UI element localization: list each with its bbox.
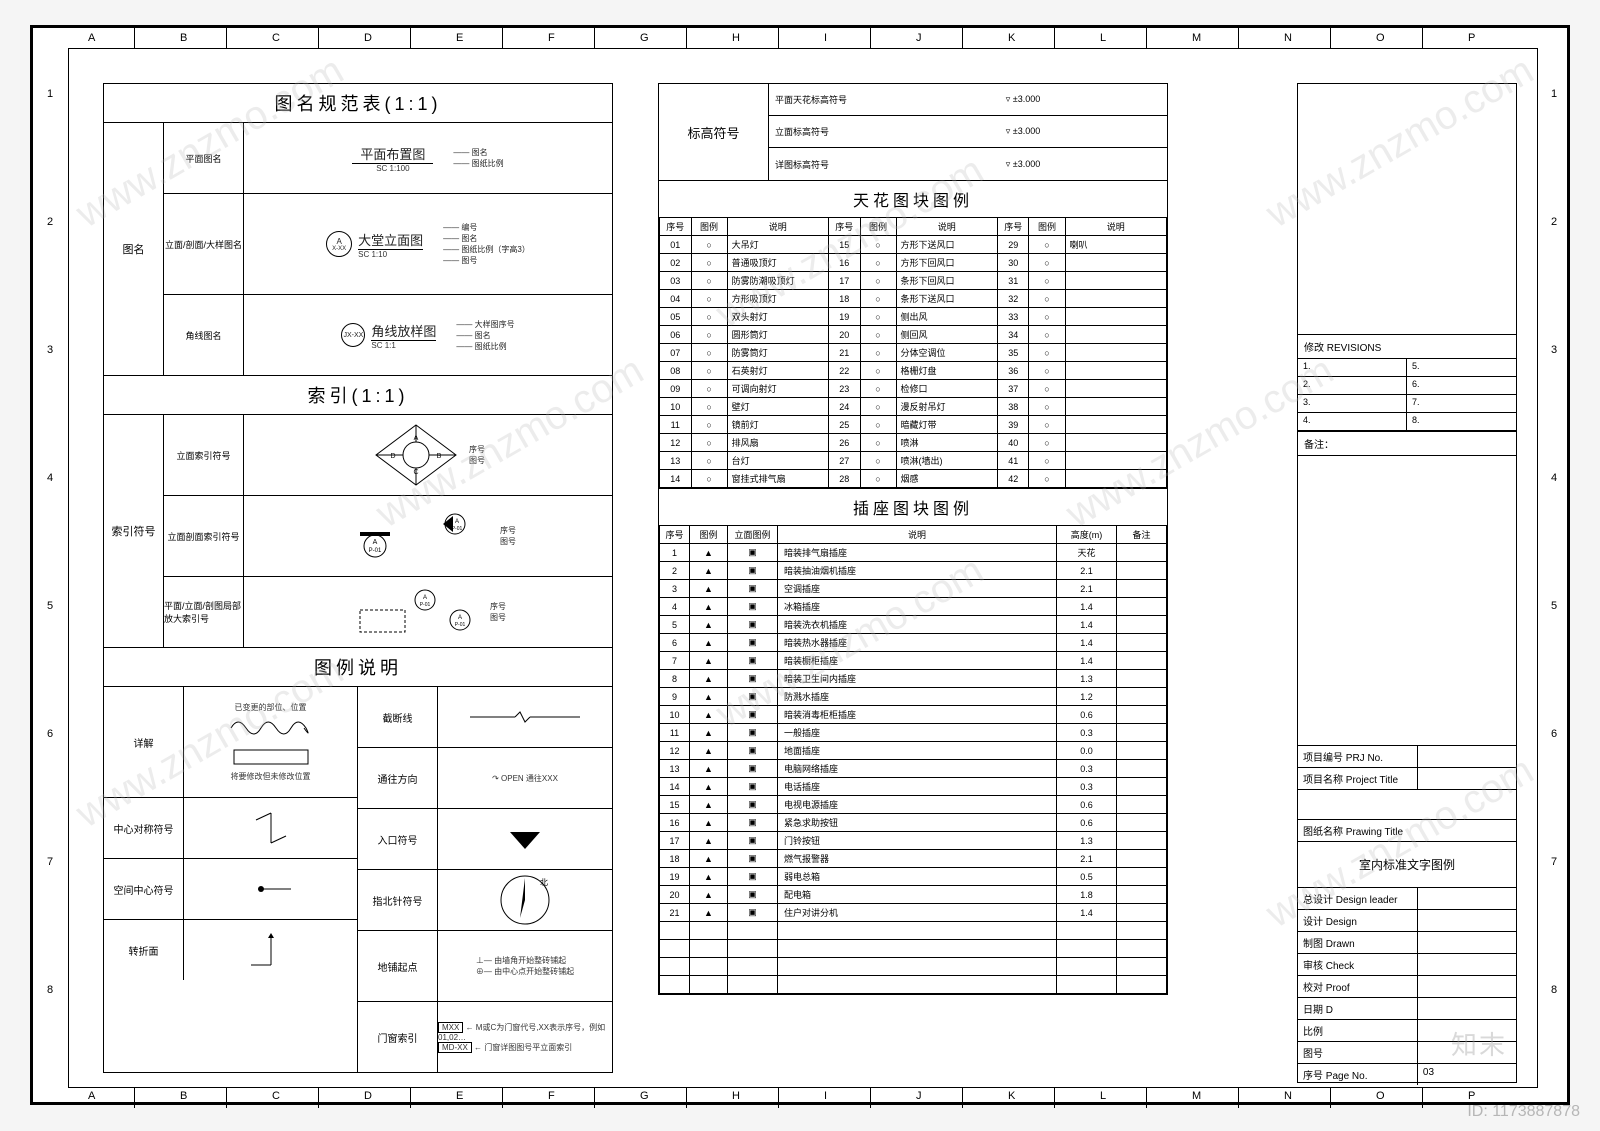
elev-name-diagram: A X-XX 大堂立面图 SC 1:10 —— 编号 —— 图名: [244, 194, 612, 294]
socket-legend-section: 插座图块图例 序号图例立面图例说明高度(m)备注1▲▣ 暗装排气扇插座天花2▲▣…: [658, 489, 1168, 995]
diamond-icon: A C D B: [371, 420, 461, 490]
svg-text:P-01: P-01: [420, 602, 431, 608]
tag: 序号: [490, 601, 506, 612]
tag: 图号: [469, 455, 485, 466]
svg-text:A: A: [458, 615, 462, 621]
section-title: 天花图块图例: [659, 181, 1167, 217]
sub-label: 立面/剖面/大样图名: [164, 194, 244, 294]
svg-text:A: A: [414, 435, 419, 442]
bubble-sub: X-XX: [332, 246, 346, 252]
sub-label: 平面图名: [164, 123, 244, 193]
annot: 图名: [475, 331, 491, 340]
annot: 图纸比例（字高3）: [461, 245, 529, 254]
section-title: 图名规范表(1:1): [104, 84, 612, 122]
title-spec-section: 图名规范表(1:1) 图名 平面图名 平面布置图 SC 1:100 —: [103, 83, 613, 376]
legend-right: 截断线 通往方向 ↷ OPEN 通往XXX 入口符号 指北针符号 北 地铺起点 …: [358, 687, 612, 1072]
tag: 图号: [490, 612, 506, 623]
sub-label: 立面剖面索引符号: [164, 496, 244, 576]
sub-label: 立面索引符号: [164, 415, 244, 495]
sub-label: 平面/立面/剖图局部放大索引号: [164, 577, 244, 647]
svg-text:A: A: [455, 519, 459, 525]
rev-left: 1.2.3.4.: [1298, 359, 1407, 431]
svg-text:P-01: P-01: [369, 548, 382, 554]
index-section: 索引(1:1) 索引符号 立面索引符号 A C: [103, 376, 613, 648]
detail-name-diagram: JX-XX 角线放样图 SC 1:1 —— 大样图序号 —— 图名: [244, 295, 612, 375]
row-label: 图名: [104, 123, 164, 375]
revisions-header: 修改 REVISIONS: [1298, 334, 1516, 358]
svg-text:A: A: [423, 595, 427, 601]
index-symbol-1: A C D B 序号 图号: [244, 415, 612, 495]
index-symbol-2: A P-01 A P-01 序号 图号: [244, 496, 612, 576]
annot: 图纸比例: [475, 342, 507, 351]
right-column: 标高符号 平面天花标高符号 ▿ ±3.000 立面标高符号 ▿ ±3.000 详…: [658, 83, 1168, 995]
section-title: 索引(1:1): [104, 376, 612, 414]
plan-name-diagram: 平面布置图 SC 1:100 —— 图名 —— 图纸比例: [244, 123, 612, 193]
sub-label: 角线图名: [164, 295, 244, 375]
socket-table: 序号图例立面图例说明高度(m)备注1▲▣ 暗装排气扇插座天花2▲▣ 暗装抽油烟机…: [659, 525, 1167, 994]
elev-scale: SC 1:10: [358, 250, 423, 259]
svg-text:B: B: [437, 453, 442, 460]
dwg-name-label: 图纸名称 Prawing Title: [1298, 820, 1516, 841]
svg-text:D: D: [390, 453, 395, 460]
tag: 序号: [500, 525, 516, 536]
row-label: 标高符号: [659, 84, 769, 180]
elevation-symbol-section: 标高符号 平面天花标高符号 ▿ ±3.000 立面标高符号 ▿ ±3.000 详…: [658, 83, 1168, 181]
detail-scale: SC 1:1: [371, 341, 436, 350]
drawing-sheet: ABCDEFGHIJKLMNOP ABCDEFGHIJKLMNOP 123456…: [30, 25, 1570, 1105]
bubble-num: JX-XX: [343, 332, 363, 339]
ceiling-table: 序号图例说明序号图例说明序号图例说明01○大吊灯15○方形下送风口29○喇叭02…: [659, 217, 1167, 488]
elev-rows: 平面天花标高符号 ▿ ±3.000 立面标高符号 ▿ ±3.000 详图标高符号…: [769, 84, 1167, 180]
svg-text:北: 北: [540, 878, 548, 887]
ceiling-legend-section: 天花图块图例 序号图例说明序号图例说明序号图例说明01○大吊灯15○方形下送风口…: [658, 181, 1168, 489]
logo-watermark: 知末: [1451, 1025, 1507, 1062]
row-label: 索引符号: [104, 415, 164, 647]
plan-name: 平面布置图: [352, 144, 433, 164]
svg-text:C: C: [413, 469, 418, 476]
rev-note: 备注：: [1298, 431, 1516, 455]
annot: 图名: [472, 148, 488, 157]
left-column: 图名规范表(1:1) 图名 平面图名 平面布置图 SC 1:100 —: [103, 83, 613, 1073]
bubble-num: A: [336, 237, 341, 246]
section-title: 插座图块图例: [659, 489, 1167, 525]
plan-scale: SC 1:100: [352, 164, 433, 173]
prj-no-label: 项目编号 PRJ No.: [1298, 746, 1418, 767]
annot: 图号: [461, 256, 477, 265]
enlarge-index-icon: A P-01 A P-01: [350, 585, 490, 640]
annot: 大样图序号: [475, 320, 515, 329]
section-index-icon: A P-01 A P-01: [340, 506, 500, 566]
detail-name: 角线放样图: [371, 321, 436, 341]
tag: 图号: [500, 536, 516, 547]
svg-text:P-01: P-01: [452, 526, 463, 532]
rev-right: 5.6.7.8.: [1407, 359, 1516, 431]
svg-text:A: A: [373, 539, 378, 546]
index-symbol-3: A P-01 A P-01 序号 图号: [244, 577, 612, 647]
legend-section: 图例说明 详解 已变更的部位、位置 将要修改但未修改位置 中心对称符号 空间中心…: [103, 648, 613, 1073]
annot: 图名: [461, 234, 477, 243]
elev-name: 大堂立面图: [358, 230, 423, 250]
title-block: 修改 REVISIONS 1.2.3.4. 5.6.7.8. 备注： 项目编号 …: [1297, 83, 1517, 1083]
svg-text:P-01: P-01: [455, 622, 466, 628]
id-stamp: ID: 1173887878: [1467, 1103, 1580, 1121]
section-title: 图例说明: [104, 648, 612, 686]
annot: 编号: [461, 223, 477, 232]
legend-left: 详解 已变更的部位、位置 将要修改但未修改位置 中心对称符号 空间中心符号 转折…: [104, 687, 358, 1072]
annot: 图纸比例: [472, 159, 504, 168]
prj-name-label: 项目名称 Project Title: [1298, 768, 1418, 789]
drawing-name: 室内标准文字图例: [1298, 841, 1516, 887]
tag: 序号: [469, 444, 485, 455]
